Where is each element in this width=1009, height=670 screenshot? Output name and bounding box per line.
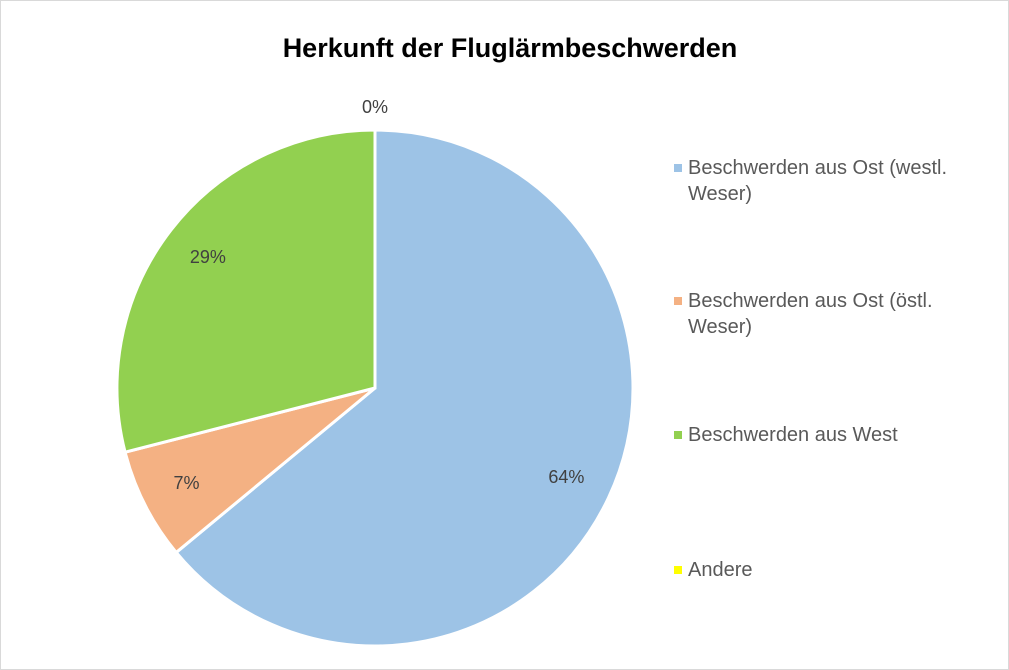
legend-item: Beschwerden aus Ost (östl. Weser): [672, 288, 988, 340]
pie-slice: [123, 386, 376, 555]
legend-swatch: [674, 566, 682, 574]
legend-label: Beschwerden aus West: [688, 424, 898, 446]
data-label: 7%: [173, 473, 199, 493]
legend-label: Andere: [688, 559, 753, 581]
legend-swatch: [674, 164, 682, 172]
legend-item: Beschwerden aus Ost (westl. Weser): [672, 155, 988, 207]
legend-item: Beschwerden aus West: [672, 422, 988, 448]
legend-label: Beschwerden aus Ost (östl. Weser): [688, 290, 933, 338]
data-label: 0%: [362, 97, 388, 117]
chart-title: Herkunft der Fluglärmbeschwerden: [283, 33, 738, 63]
data-label: 64%: [548, 467, 584, 487]
legend-item: Andere: [672, 557, 988, 583]
pie-slice: [115, 128, 377, 454]
legend-label: Beschwerden aus Ost (westl. Weser): [688, 157, 947, 205]
legend-swatch: [674, 297, 682, 305]
legend-swatch: [674, 431, 682, 439]
pie-slice: [174, 128, 635, 648]
data-label: 29%: [190, 247, 226, 267]
